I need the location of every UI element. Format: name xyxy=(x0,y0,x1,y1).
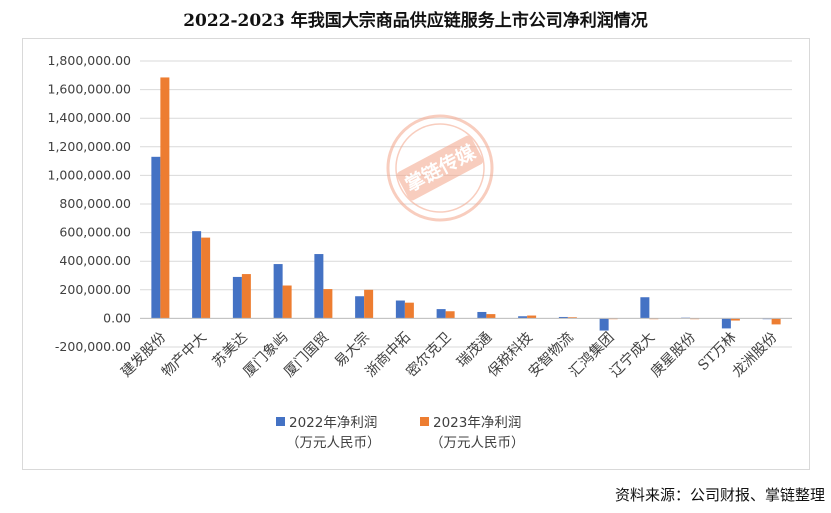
bar xyxy=(273,264,283,319)
bar xyxy=(192,231,202,319)
bar xyxy=(527,315,537,319)
chart-title: 2022-2023 年我国大宗商品供应链服务上市公司净利润情况 xyxy=(183,11,648,31)
y-tick-label: 600,000.00 xyxy=(59,225,131,240)
y-tick-label: 1,600,000.00 xyxy=(48,82,132,97)
watermark-stamp: 掌链传媒 xyxy=(386,114,494,222)
bar xyxy=(160,77,170,319)
bar xyxy=(232,276,242,319)
x-tick-label: 龙洲股份 xyxy=(730,330,781,381)
y-tick-label: 1,200,000.00 xyxy=(48,139,132,154)
legend-label: 2022年净利润 xyxy=(289,415,377,431)
bar xyxy=(567,317,577,319)
y-tick-label: 1,000,000.00 xyxy=(48,167,132,182)
bar xyxy=(518,316,528,319)
bar xyxy=(395,300,405,319)
y-tick-label: 400,000.00 xyxy=(59,253,131,268)
bar xyxy=(241,274,251,319)
bar xyxy=(404,302,414,319)
legend-unit: （万元人民币） xyxy=(430,435,525,451)
legend-swatch xyxy=(276,417,285,426)
x-tick-label: 庚星股份 xyxy=(648,330,699,381)
y-tick-label: 200,000.00 xyxy=(59,282,131,297)
bar xyxy=(771,318,781,325)
bar xyxy=(730,318,740,321)
bar xyxy=(599,318,609,331)
bar xyxy=(486,314,496,319)
chart-frame xyxy=(22,38,810,470)
bar xyxy=(314,254,324,319)
legend-swatch xyxy=(420,417,429,426)
bar xyxy=(721,318,731,329)
x-tick-label: 厦门国贸 xyxy=(281,330,332,381)
x-tick-label: 物产中大 xyxy=(159,330,210,381)
watermark-ring-inner xyxy=(395,123,485,213)
y-tick-label: 800,000.00 xyxy=(59,196,131,211)
x-tick-label: 密尔克卫 xyxy=(403,329,455,381)
y-tick-label: 0.00 xyxy=(103,310,131,325)
bar xyxy=(282,285,292,319)
y-tick-label: -200,000.00 xyxy=(55,339,131,354)
watermark-band xyxy=(396,135,484,201)
y-tick-label: 1,800,000.00 xyxy=(48,53,132,68)
bar xyxy=(445,311,455,319)
bar xyxy=(323,289,333,319)
bar xyxy=(364,289,374,319)
y-tick-label: 1,400,000.00 xyxy=(48,110,132,125)
bar xyxy=(640,297,650,319)
bar xyxy=(201,237,211,319)
bar xyxy=(477,311,487,319)
bar xyxy=(436,309,446,319)
watermark-ring xyxy=(386,114,494,222)
bar xyxy=(151,156,161,319)
bar xyxy=(558,316,568,319)
legend-label: 2023年净利润 xyxy=(433,415,521,431)
bar xyxy=(355,296,365,319)
legend-unit: （万元人民币） xyxy=(286,435,381,451)
source-note: 资料来源：公司财报、掌链整理 xyxy=(614,486,825,504)
